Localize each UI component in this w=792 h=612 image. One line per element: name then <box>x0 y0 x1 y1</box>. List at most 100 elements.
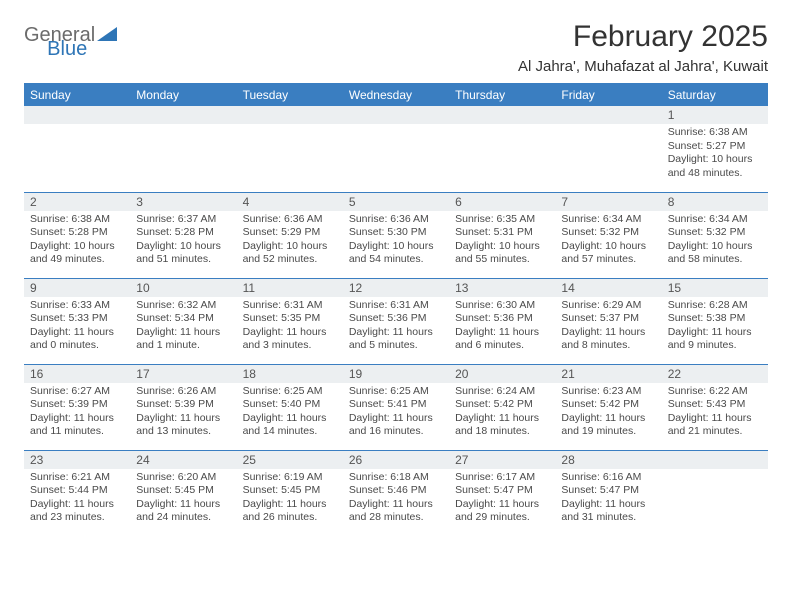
sunset-line: Sunset: 5:43 PM <box>668 398 762 412</box>
sunrise-line: Sunrise: 6:27 AM <box>30 385 124 399</box>
day-number: 3 <box>130 193 236 211</box>
sunset-line: Sunset: 5:30 PM <box>349 226 443 240</box>
day-details: Sunrise: 6:29 AMSunset: 5:37 PMDaylight:… <box>555 297 661 358</box>
day-details: Sunrise: 6:20 AMSunset: 5:45 PMDaylight:… <box>130 469 236 530</box>
logo: General Blue <box>24 20 161 47</box>
day-number: 20 <box>449 365 555 383</box>
day-number: 1 <box>662 106 768 124</box>
sunrise-line: Sunrise: 6:28 AM <box>668 299 762 313</box>
daylight-line: Daylight: 11 hours and 3 minutes. <box>243 326 337 353</box>
day-details: Sunrise: 6:18 AMSunset: 5:46 PMDaylight:… <box>343 469 449 530</box>
day-details: Sunrise: 6:37 AMSunset: 5:28 PMDaylight:… <box>130 211 236 272</box>
sunset-line: Sunset: 5:46 PM <box>349 484 443 498</box>
location: Al Jahra', Muhafazat al Jahra', Kuwait <box>518 58 768 75</box>
daylight-line: Daylight: 11 hours and 8 minutes. <box>561 326 655 353</box>
day-number <box>662 451 768 469</box>
calendar-cell: 20Sunrise: 6:24 AMSunset: 5:42 PMDayligh… <box>449 364 555 450</box>
day-number <box>237 106 343 124</box>
day-details: Sunrise: 6:21 AMSunset: 5:44 PMDaylight:… <box>24 469 130 530</box>
day-details: Sunrise: 6:22 AMSunset: 5:43 PMDaylight:… <box>662 383 768 444</box>
day-number <box>24 106 130 124</box>
calendar-cell: 10Sunrise: 6:32 AMSunset: 5:34 PMDayligh… <box>130 278 236 364</box>
calendar-cell: 9Sunrise: 6:33 AMSunset: 5:33 PMDaylight… <box>24 278 130 364</box>
daylight-line: Daylight: 11 hours and 29 minutes. <box>455 498 549 525</box>
weekday-header: Sunday <box>24 84 130 106</box>
daylight-line: Daylight: 11 hours and 11 minutes. <box>30 412 124 439</box>
sunrise-line: Sunrise: 6:36 AM <box>243 213 337 227</box>
sunset-line: Sunset: 5:47 PM <box>561 484 655 498</box>
day-details <box>130 124 236 184</box>
daylight-line: Daylight: 11 hours and 28 minutes. <box>349 498 443 525</box>
day-number: 24 <box>130 451 236 469</box>
sunrise-line: Sunrise: 6:21 AM <box>30 471 124 485</box>
day-number: 2 <box>24 193 130 211</box>
weekday-header: Thursday <box>449 84 555 106</box>
calendar-cell: 11Sunrise: 6:31 AMSunset: 5:35 PMDayligh… <box>237 278 343 364</box>
day-number: 4 <box>237 193 343 211</box>
calendar-cell: 22Sunrise: 6:22 AMSunset: 5:43 PMDayligh… <box>662 364 768 450</box>
month-title: February 2025 <box>518 20 768 54</box>
calendar-cell: 6Sunrise: 6:35 AMSunset: 5:31 PMDaylight… <box>449 192 555 278</box>
day-number: 13 <box>449 279 555 297</box>
day-details: Sunrise: 6:17 AMSunset: 5:47 PMDaylight:… <box>449 469 555 530</box>
day-details: Sunrise: 6:16 AMSunset: 5:47 PMDaylight:… <box>555 469 661 530</box>
sunset-line: Sunset: 5:40 PM <box>243 398 337 412</box>
sunrise-line: Sunrise: 6:20 AM <box>136 471 230 485</box>
daylight-line: Daylight: 10 hours and 54 minutes. <box>349 240 443 267</box>
day-details <box>555 124 661 184</box>
sunset-line: Sunset: 5:36 PM <box>349 312 443 326</box>
sunrise-line: Sunrise: 6:23 AM <box>561 385 655 399</box>
weekday-header: Tuesday <box>237 84 343 106</box>
sunset-line: Sunset: 5:31 PM <box>455 226 549 240</box>
calendar-cell: 7Sunrise: 6:34 AMSunset: 5:32 PMDaylight… <box>555 192 661 278</box>
daylight-line: Daylight: 11 hours and 21 minutes. <box>668 412 762 439</box>
sunrise-line: Sunrise: 6:37 AM <box>136 213 230 227</box>
weekday-header: Monday <box>130 84 236 106</box>
daylight-line: Daylight: 11 hours and 16 minutes. <box>349 412 443 439</box>
calendar-cell: 25Sunrise: 6:19 AMSunset: 5:45 PMDayligh… <box>237 450 343 536</box>
daylight-line: Daylight: 11 hours and 5 minutes. <box>349 326 443 353</box>
sunrise-line: Sunrise: 6:36 AM <box>349 213 443 227</box>
header: General Blue February 2025 Al Jahra', Mu… <box>24 20 768 75</box>
weekday-header: Friday <box>555 84 661 106</box>
day-number: 19 <box>343 365 449 383</box>
sunrise-line: Sunrise: 6:29 AM <box>561 299 655 313</box>
day-number: 25 <box>237 451 343 469</box>
sunset-line: Sunset: 5:27 PM <box>668 140 762 154</box>
sunset-line: Sunset: 5:34 PM <box>136 312 230 326</box>
sunset-line: Sunset: 5:42 PM <box>561 398 655 412</box>
calendar-body: 1Sunrise: 6:38 AMSunset: 5:27 PMDaylight… <box>24 106 768 536</box>
sunset-line: Sunset: 5:39 PM <box>30 398 124 412</box>
day-number: 21 <box>555 365 661 383</box>
day-details: Sunrise: 6:35 AMSunset: 5:31 PMDaylight:… <box>449 211 555 272</box>
sunset-line: Sunset: 5:32 PM <box>561 226 655 240</box>
day-number: 17 <box>130 365 236 383</box>
logo-text-blue: Blue <box>47 38 87 60</box>
calendar-cell: 18Sunrise: 6:25 AMSunset: 5:40 PMDayligh… <box>237 364 343 450</box>
calendar-cell: 24Sunrise: 6:20 AMSunset: 5:45 PMDayligh… <box>130 450 236 536</box>
daylight-line: Daylight: 11 hours and 18 minutes. <box>455 412 549 439</box>
day-number <box>555 106 661 124</box>
calendar-cell: 28Sunrise: 6:16 AMSunset: 5:47 PMDayligh… <box>555 450 661 536</box>
day-details: Sunrise: 6:31 AMSunset: 5:35 PMDaylight:… <box>237 297 343 358</box>
day-number: 26 <box>343 451 449 469</box>
sunset-line: Sunset: 5:36 PM <box>455 312 549 326</box>
day-details: Sunrise: 6:24 AMSunset: 5:42 PMDaylight:… <box>449 383 555 444</box>
calendar-cell: 5Sunrise: 6:36 AMSunset: 5:30 PMDaylight… <box>343 192 449 278</box>
sunset-line: Sunset: 5:32 PM <box>668 226 762 240</box>
day-details: Sunrise: 6:32 AMSunset: 5:34 PMDaylight:… <box>130 297 236 358</box>
sunset-line: Sunset: 5:42 PM <box>455 398 549 412</box>
sunrise-line: Sunrise: 6:17 AM <box>455 471 549 485</box>
calendar-cell: 13Sunrise: 6:30 AMSunset: 5:36 PMDayligh… <box>449 278 555 364</box>
sunrise-line: Sunrise: 6:22 AM <box>668 385 762 399</box>
day-details: Sunrise: 6:30 AMSunset: 5:36 PMDaylight:… <box>449 297 555 358</box>
day-details: Sunrise: 6:36 AMSunset: 5:30 PMDaylight:… <box>343 211 449 272</box>
daylight-line: Daylight: 11 hours and 31 minutes. <box>561 498 655 525</box>
calendar-cell: 3Sunrise: 6:37 AMSunset: 5:28 PMDaylight… <box>130 192 236 278</box>
sunset-line: Sunset: 5:44 PM <box>30 484 124 498</box>
daylight-line: Daylight: 11 hours and 19 minutes. <box>561 412 655 439</box>
daylight-line: Daylight: 11 hours and 6 minutes. <box>455 326 549 353</box>
calendar-cell: 4Sunrise: 6:36 AMSunset: 5:29 PMDaylight… <box>237 192 343 278</box>
daylight-line: Daylight: 10 hours and 55 minutes. <box>455 240 549 267</box>
day-number: 15 <box>662 279 768 297</box>
